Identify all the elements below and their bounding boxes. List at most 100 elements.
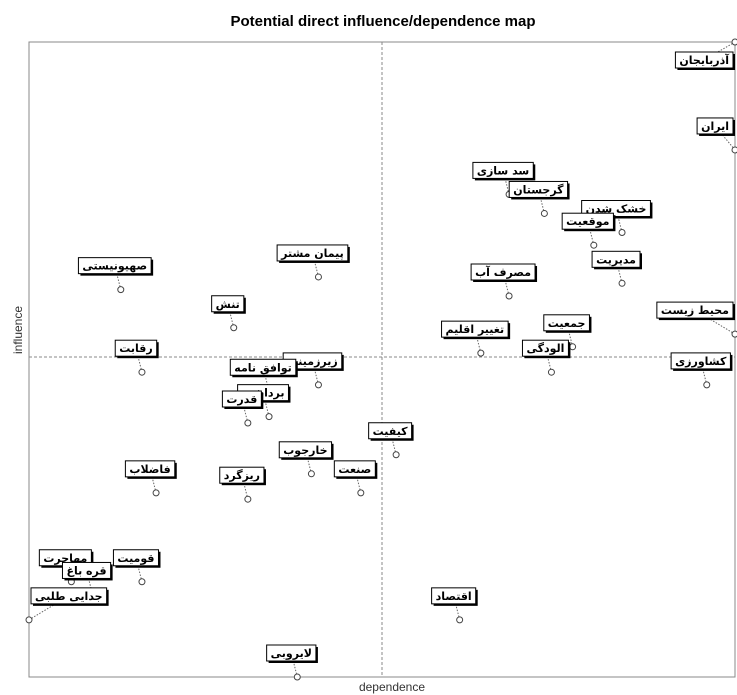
data-point-group: ایران: [696, 117, 737, 154]
data-point-group: پیمان مشتر: [276, 244, 350, 281]
leader-line: [502, 170, 510, 195]
label-box: [112, 549, 159, 567]
label-box: [77, 257, 152, 275]
label-box: [266, 644, 317, 662]
point-label: موقعیت: [566, 215, 609, 228]
leader-line: [304, 449, 312, 474]
point-label: جمعیت: [548, 317, 586, 330]
data-point-group: صهیونیستی: [77, 257, 154, 294]
data-point-group: رقابت: [114, 339, 159, 376]
data-point-group: خارجوب: [278, 441, 334, 478]
point-label: مصرف آب: [475, 265, 531, 279]
leader-line: [135, 348, 143, 373]
data-point-group: جدایی طلبی: [25, 587, 109, 624]
data-point: [357, 489, 365, 497]
data-point-group: محیط زیست: [656, 301, 737, 338]
data-point: [244, 419, 252, 427]
label-box: [472, 161, 534, 179]
label-box: [521, 339, 569, 357]
point-label: تغییر اقلیم: [446, 323, 505, 336]
data-point-group: توافق نامه: [229, 358, 298, 395]
label-box: [221, 390, 262, 408]
label-box: [276, 244, 349, 262]
label-box: [124, 460, 176, 478]
point-label: صنعت: [338, 463, 371, 476]
label-box: [431, 587, 477, 605]
label-box: [368, 422, 413, 440]
label-box: [211, 295, 245, 313]
data-point-group: مصرف آب: [470, 263, 538, 300]
leader-line: [389, 430, 397, 455]
point-label: صهیونیستی: [82, 260, 147, 273]
data-point: [138, 578, 146, 586]
label-box: [591, 250, 641, 268]
point-label: رقابت: [119, 342, 152, 355]
label-box: [333, 460, 376, 478]
data-point: [138, 368, 146, 376]
data-point: [152, 489, 160, 497]
data-point: [230, 324, 238, 332]
label-box: [470, 263, 536, 281]
leader-line: [114, 265, 122, 290]
leader-line: [311, 360, 319, 386]
leader-line: [566, 322, 574, 347]
point-label: خشک شدن: [586, 203, 647, 216]
data-point: [731, 146, 737, 154]
data-point: [569, 343, 577, 351]
data-point-group: خشک شدن: [581, 200, 653, 236]
data-point-group: اقتصاد: [431, 587, 478, 624]
label-box: [508, 180, 569, 198]
data-point: [618, 279, 626, 287]
point-label: سد سازی: [477, 164, 529, 177]
chart-title: Potential direct influence/dependence ma…: [230, 13, 535, 30]
data-point: [307, 470, 315, 478]
data-point-group: تنش: [211, 295, 246, 332]
data-point-group: فاضلاب: [124, 460, 177, 497]
data-point: [477, 349, 485, 357]
data-point: [25, 616, 33, 624]
y-axis-label: influence: [11, 306, 25, 354]
label-box: [561, 212, 614, 230]
data-point: [590, 241, 598, 249]
data-point: [117, 286, 125, 294]
leader-line: [262, 392, 270, 417]
data-point: [293, 673, 301, 681]
label-box: [581, 200, 651, 217]
leader-line: [587, 221, 595, 246]
point-label: خارجوب: [283, 444, 327, 457]
data-point: [314, 273, 322, 281]
label-box: [219, 466, 265, 484]
data-point-group: قدرت: [221, 390, 264, 427]
data-point-group: گرجستان: [508, 180, 570, 217]
data-point-group: زیرزمینی: [282, 352, 344, 389]
data-point: [731, 38, 737, 46]
data-point: [505, 292, 513, 300]
data-point: [703, 381, 711, 389]
data-point: [265, 413, 273, 421]
label-box: [441, 320, 509, 338]
point-label: فاضلاب: [129, 463, 170, 476]
label-box: [114, 339, 158, 357]
leader-line: [615, 259, 623, 284]
data-point: [731, 330, 737, 338]
point-label: قدرت: [226, 393, 257, 406]
point-label: ریزگرد: [224, 469, 260, 482]
leader-line: [149, 468, 157, 493]
data-point-group: ریزگرد: [219, 466, 266, 503]
point-label: کشاورزی: [675, 355, 727, 368]
x-axis-label: dependence: [359, 680, 425, 694]
point-label: مدیریت: [596, 253, 636, 266]
data-point: [618, 229, 626, 236]
point-label: محیط زیست: [661, 304, 729, 317]
leader-line: [502, 271, 510, 297]
label-box: [656, 301, 734, 319]
point-label: لایروبی: [271, 647, 312, 660]
label-box: [674, 51, 734, 69]
point-label: الودگی: [526, 342, 564, 355]
leader-line: [354, 468, 362, 493]
label-box: [670, 352, 731, 370]
point-label: آذربایجان: [679, 53, 729, 67]
data-point-group: سد سازی: [472, 161, 536, 198]
data-point-group: لایروبی: [266, 644, 318, 681]
